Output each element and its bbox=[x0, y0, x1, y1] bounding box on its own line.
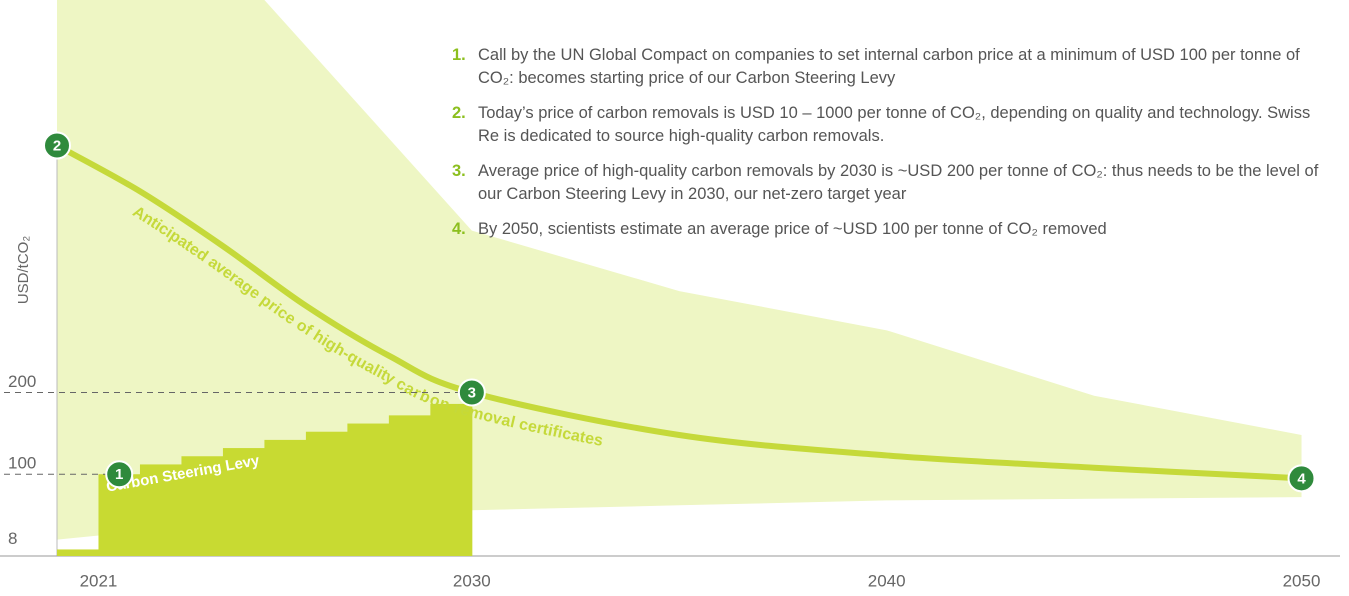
note: 4. By 2050, scientists estimate an averag… bbox=[452, 218, 1332, 241]
levy-bar bbox=[388, 415, 431, 556]
marker-label: 3 bbox=[468, 384, 476, 401]
marker-label: 4 bbox=[1297, 470, 1306, 487]
levy-bar bbox=[139, 464, 182, 556]
x-tick-label: 2050 bbox=[1283, 571, 1321, 590]
price-curve bbox=[54, 142, 1305, 482]
levy-bar bbox=[347, 423, 390, 556]
notes: 1. Call by the UN Global Compact on compa… bbox=[452, 44, 1332, 253]
x-tick-label: 2021 bbox=[80, 571, 118, 590]
uncertainty-band bbox=[57, 0, 1302, 540]
marker bbox=[1287, 464, 1316, 493]
note-number: 2. bbox=[452, 104, 466, 122]
note-number: 1. bbox=[452, 46, 466, 64]
marker-label: 1 bbox=[115, 466, 123, 483]
levy-bar bbox=[181, 456, 224, 556]
levy-bar bbox=[305, 431, 348, 556]
note: 3. Average price of high-quality carbon r… bbox=[452, 160, 1332, 206]
note-text: Today’s price of carbon removals is USD … bbox=[478, 104, 1311, 145]
marker bbox=[457, 378, 486, 407]
y-axis-label: USD/tCO₂ bbox=[15, 236, 32, 305]
levy-bar bbox=[430, 403, 473, 556]
levy-bar bbox=[222, 448, 265, 556]
marker bbox=[43, 131, 71, 160]
marker bbox=[105, 460, 134, 489]
x-tick-label: 2040 bbox=[868, 571, 906, 590]
note-number: 3. bbox=[452, 162, 466, 180]
levy-bar bbox=[57, 549, 99, 556]
note: 2. Today’s price of carbon removals is US… bbox=[452, 102, 1332, 148]
marker-label: 2 bbox=[53, 138, 61, 155]
note-number: 4. bbox=[452, 220, 466, 238]
y-tick-label: 100 bbox=[8, 454, 36, 473]
note-text: Average price of high-quality carbon rem… bbox=[478, 162, 1319, 203]
x-tick-label: 2030 bbox=[453, 571, 491, 590]
y-tick-label: 8 bbox=[8, 529, 17, 548]
y-tick-label: 200 bbox=[8, 372, 36, 391]
note: 1. Call by the UN Global Compact on compa… bbox=[452, 44, 1332, 90]
note-text: Call by the UN Global Compact on compani… bbox=[478, 46, 1300, 87]
levy-bar bbox=[264, 439, 307, 556]
note-text: By 2050, scientists estimate an average … bbox=[478, 220, 1107, 238]
